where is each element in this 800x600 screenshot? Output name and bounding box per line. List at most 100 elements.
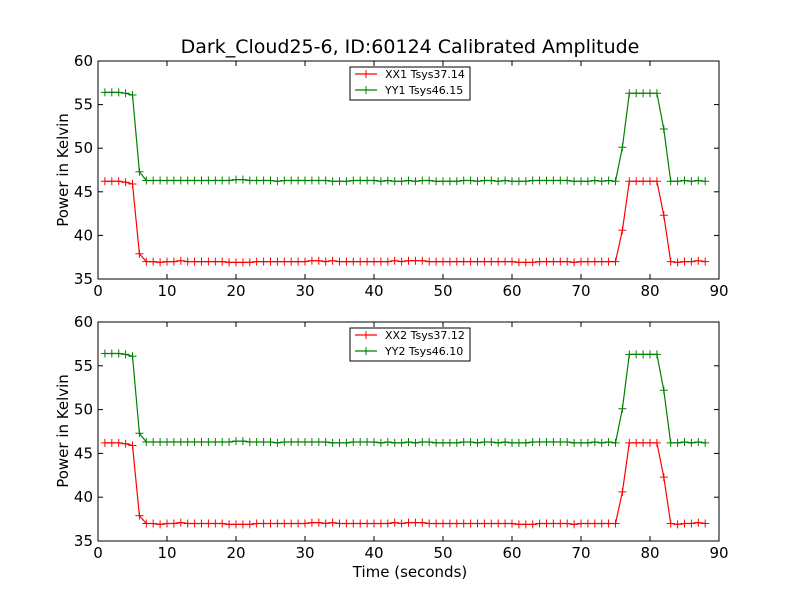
legend-marker-xx1 — [362, 70, 370, 78]
data-point — [176, 256, 185, 265]
data-point — [190, 176, 199, 185]
data-point — [370, 257, 378, 266]
data-point — [466, 519, 475, 528]
data-point — [397, 519, 406, 528]
data-point — [225, 258, 234, 267]
x-tick-label: 20 — [226, 282, 245, 300]
data-point — [666, 519, 675, 528]
legend-marker-yy1 — [362, 86, 370, 94]
data-point — [218, 176, 227, 185]
data-point — [397, 257, 406, 266]
data-point — [225, 438, 234, 446]
data-point — [590, 257, 599, 266]
data-point — [287, 257, 296, 266]
data-point — [197, 519, 206, 528]
data-point — [473, 438, 482, 447]
data-point — [142, 257, 151, 266]
data-point — [452, 438, 461, 447]
data-point — [404, 518, 413, 527]
data-point — [583, 438, 592, 447]
data-point — [301, 257, 309, 266]
data-point — [659, 386, 668, 395]
data-point — [466, 438, 475, 446]
data-point — [570, 258, 579, 267]
data-point — [439, 519, 447, 528]
data-point — [356, 438, 365, 446]
data-point — [577, 177, 585, 186]
data-point — [445, 519, 454, 528]
data-point — [321, 257, 330, 266]
y-tick-label: 45 — [74, 183, 93, 201]
data-point — [445, 177, 454, 186]
plot-area-frame-bottom — [97, 321, 720, 542]
data-point — [652, 350, 661, 359]
data-point — [252, 176, 261, 185]
data-point — [183, 176, 192, 185]
data-point — [542, 438, 551, 446]
x-tick-label: 30 — [295, 544, 314, 562]
data-point — [528, 258, 537, 267]
data-point — [363, 438, 372, 446]
data-point — [445, 257, 454, 266]
data-point — [659, 125, 668, 133]
data-point — [128, 441, 137, 450]
data-point — [169, 438, 178, 446]
y-tick-label: 35 — [74, 532, 93, 550]
data-point — [459, 257, 468, 266]
data-point — [521, 520, 530, 529]
data-point — [114, 349, 123, 358]
data-point — [100, 349, 109, 358]
data-point — [673, 258, 682, 267]
y-axis-label-top: Power in Kelvin — [54, 113, 72, 227]
data-point — [190, 257, 199, 266]
data-point — [439, 438, 447, 447]
data-point — [197, 257, 206, 266]
data-point — [100, 88, 109, 97]
data-point — [238, 175, 247, 184]
x-tick-label: 30 — [295, 282, 314, 300]
data-point — [135, 429, 144, 438]
legend-label-xx2: XX2 Tsys37.12 — [385, 329, 465, 342]
data-point — [211, 176, 220, 185]
data-point — [480, 519, 489, 528]
data-point — [356, 257, 365, 266]
data-point — [321, 176, 330, 185]
data-point — [611, 177, 620, 186]
y-tick-label: 55 — [74, 357, 93, 375]
x-tick-label: 80 — [640, 544, 659, 562]
data-point — [294, 257, 303, 266]
data-point — [590, 176, 599, 185]
data-point — [342, 438, 351, 447]
data-point — [128, 91, 137, 99]
data-point — [445, 438, 454, 447]
data-point — [625, 89, 634, 98]
data-point — [632, 177, 641, 186]
data-point — [556, 438, 565, 446]
data-point — [280, 438, 289, 446]
data-point — [618, 404, 627, 413]
data-point — [149, 438, 158, 446]
data-point — [673, 177, 682, 186]
data-point — [142, 519, 151, 528]
data-point — [328, 256, 337, 265]
data-point — [549, 438, 558, 446]
data-point — [425, 257, 434, 266]
data-point — [508, 257, 516, 266]
data-point — [280, 257, 289, 266]
data-point — [625, 177, 634, 186]
data-point — [473, 177, 482, 186]
data-point — [459, 176, 468, 185]
data-point — [100, 438, 109, 447]
data-point — [432, 257, 441, 266]
x-axis-ticks-top: 0 10 20 30 40 50 60 70 80 90 — [93, 61, 729, 300]
data-point — [694, 438, 703, 446]
data-point — [356, 176, 365, 185]
data-point — [163, 257, 171, 266]
data-point — [590, 438, 599, 446]
data-point — [425, 438, 434, 446]
data-point — [514, 177, 523, 186]
data-point — [597, 519, 606, 528]
data-point — [652, 89, 661, 98]
data-point — [535, 257, 544, 266]
data-point — [680, 257, 689, 266]
